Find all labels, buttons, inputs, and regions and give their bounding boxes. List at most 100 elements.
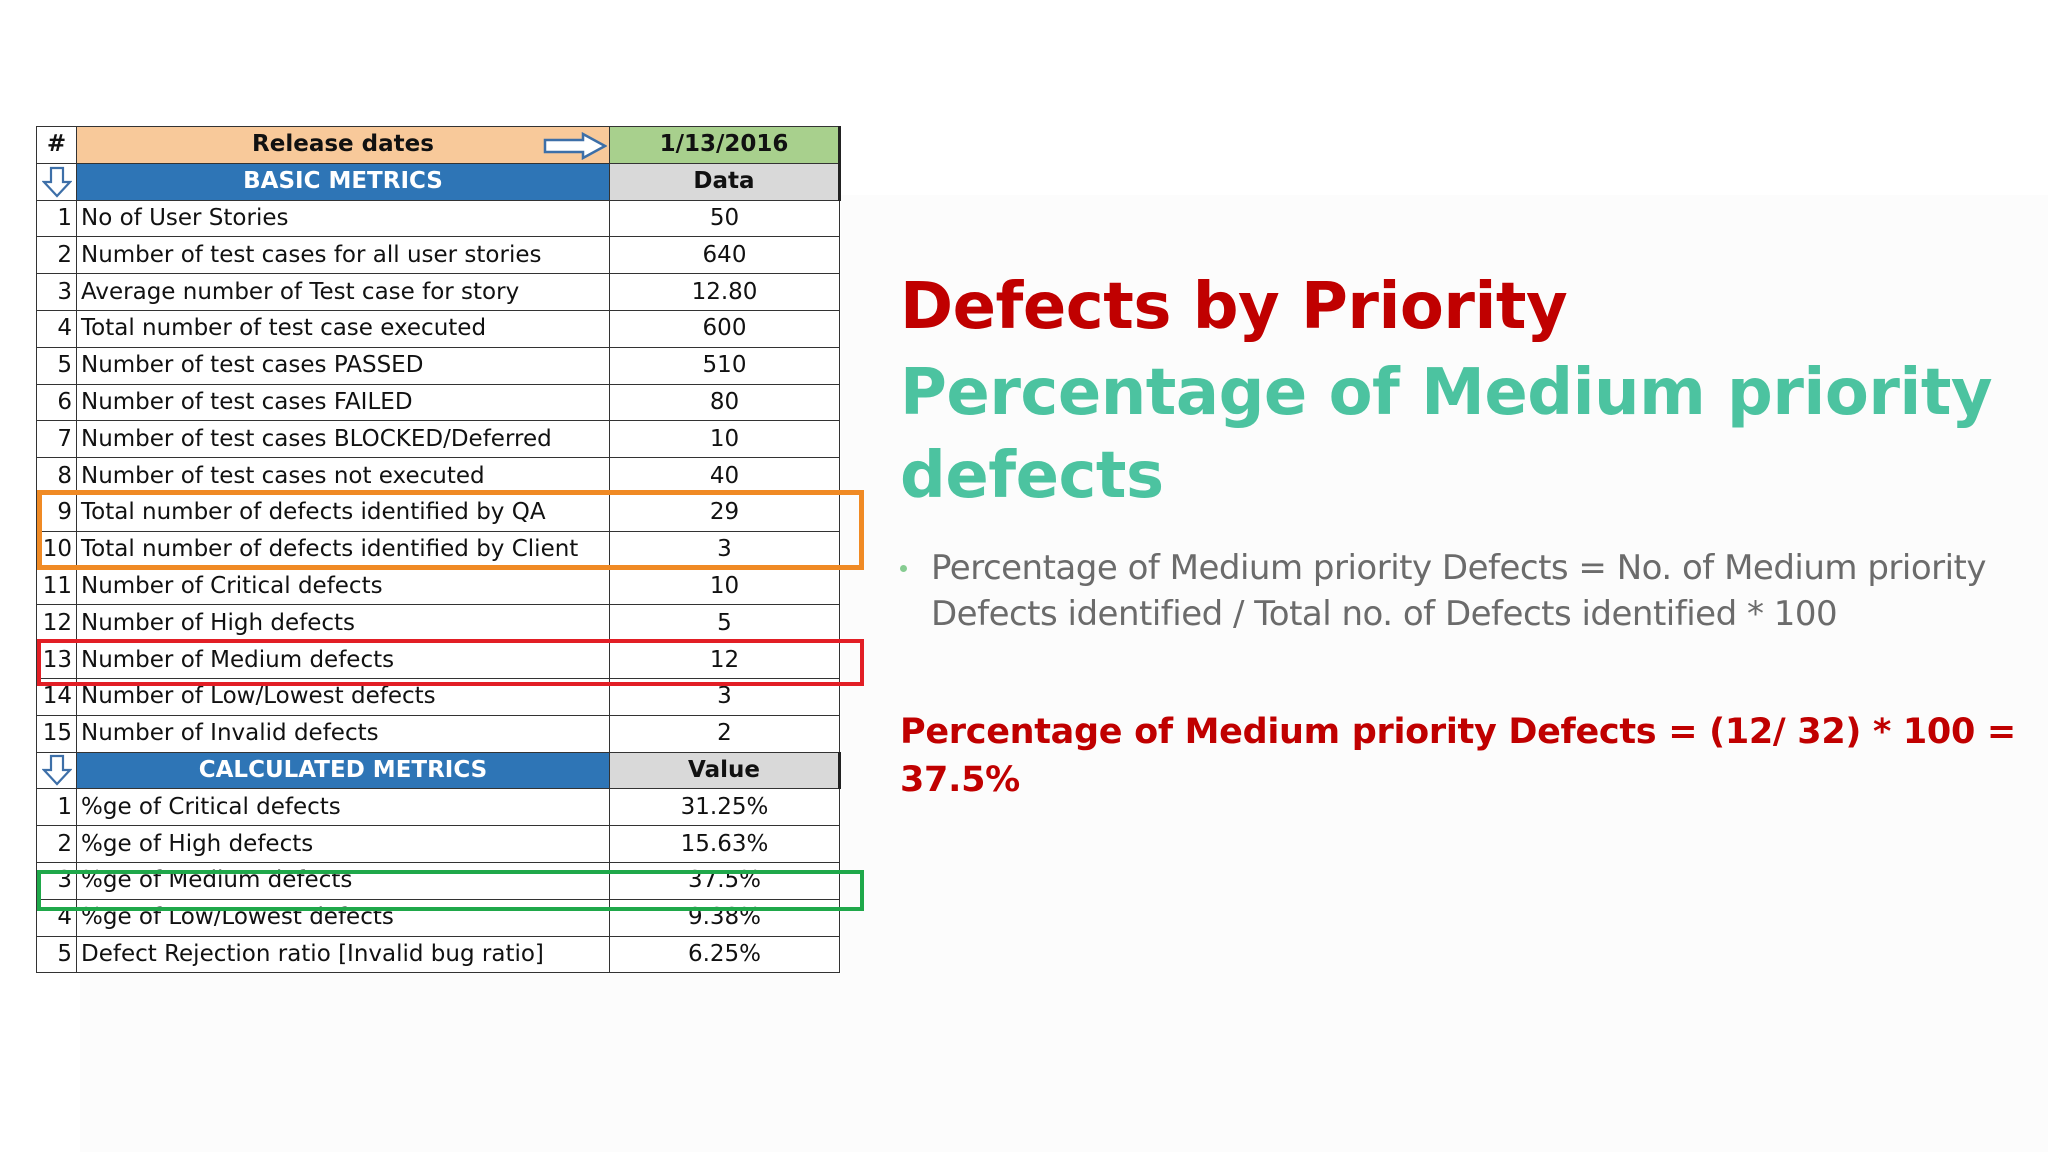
row-number: 1 xyxy=(36,199,77,238)
calc-row: 3 %ge of Medium defects 37.5% xyxy=(36,861,840,900)
basic-arrow-cell xyxy=(36,162,77,201)
down-arrow-icon xyxy=(41,166,72,198)
basic-row: 4 Total number of test case executed 600 xyxy=(36,309,840,348)
metric-value: 31.25% xyxy=(609,788,840,827)
basic-data-header: Data xyxy=(609,162,841,201)
calc-row: 4 %ge of Low/Lowest defects 9.38% xyxy=(36,898,840,937)
calc-row: 5 Defect Rejection ratio [Invalid bug rat… xyxy=(36,935,840,974)
row-number-header: # xyxy=(36,126,77,164)
row-number: 4 xyxy=(36,898,77,937)
row-number: 2 xyxy=(36,825,77,863)
metric-value: 12 xyxy=(609,641,840,679)
row-number: 5 xyxy=(36,935,77,974)
metric-label: %ge of Low/Lowest defects xyxy=(76,898,610,937)
metric-label: Number of Critical defects xyxy=(76,567,610,606)
basic-row: 6 Number of test cases FAILED 80 xyxy=(36,383,840,422)
metric-label: Defect Rejection ratio [Invalid bug rati… xyxy=(76,935,610,974)
metric-label: Number of Invalid defects xyxy=(76,714,610,753)
row-number: 8 xyxy=(36,457,77,495)
metric-label: Number of test cases for all user storie… xyxy=(76,236,610,275)
metrics-spreadsheet: # Release dates 1/13/2016 BASIC METRICS … xyxy=(36,126,841,974)
metric-label: No of User Stories xyxy=(76,199,610,238)
metric-value: 40 xyxy=(609,457,840,495)
release-dates-label: Release dates xyxy=(252,131,434,158)
basic-row: 5 Number of test cases PASSED 510 xyxy=(36,346,840,385)
release-date-value: 1/13/2016 xyxy=(609,126,841,164)
metric-label: Total number of defects identified by Cl… xyxy=(76,530,610,569)
row-number: 12 xyxy=(36,604,77,643)
release-dates-header: Release dates xyxy=(76,126,610,164)
row-number: 2 xyxy=(36,236,77,275)
metric-label: Total number of defects identified by QA xyxy=(76,493,610,532)
metric-value: 9.38% xyxy=(609,898,840,937)
metric-value: 510 xyxy=(609,346,840,385)
row-number: 9 xyxy=(36,493,77,532)
metric-value: 3 xyxy=(609,530,840,569)
metric-label: Number of test cases FAILED xyxy=(76,383,610,422)
slide-subtitle: Percentage of Medium priority defects xyxy=(900,356,1993,513)
row-number: 15 xyxy=(36,714,77,753)
metric-label: %ge of Medium defects xyxy=(76,861,610,900)
metric-value: 15.63% xyxy=(609,825,840,863)
metric-value: 50 xyxy=(609,199,840,238)
metric-label: Number of Low/Lowest defects xyxy=(76,677,610,716)
metric-label: %ge of High defects xyxy=(76,825,610,863)
basic-row: 10 Total number of defects identified by … xyxy=(36,530,840,569)
row-number: 3 xyxy=(36,273,77,311)
metric-label: Number of Medium defects xyxy=(76,641,610,679)
metric-value: 640 xyxy=(609,236,840,275)
metric-value: 600 xyxy=(609,309,840,348)
calc-row: 1 %ge of Critical defects 31.25% xyxy=(36,788,840,827)
metric-label: Number of High defects xyxy=(76,604,610,643)
basic-row: 8 Number of test cases not executed 40 xyxy=(36,457,840,495)
basic-row: 1 No of User Stories 50 xyxy=(36,199,840,238)
metric-value: 2 xyxy=(609,714,840,753)
basic-row: 14 Number of Low/Lowest defects 3 xyxy=(36,677,840,716)
basic-row: 11 Number of Critical defects 10 xyxy=(36,567,840,606)
slide-title: Defects by Priority xyxy=(900,270,1568,344)
metric-label: Average number of Test case for story xyxy=(76,273,610,311)
right-arrow-icon xyxy=(543,132,607,160)
formula-text: Percentage of Medium priority Defects = … xyxy=(931,548,1987,634)
calculated-metrics-title: CALCULATED METRICS xyxy=(76,751,610,790)
row-number: 4 xyxy=(36,309,77,348)
down-arrow-icon xyxy=(41,755,72,787)
metric-value: 10 xyxy=(609,567,840,606)
row-number: 13 xyxy=(36,641,77,679)
row-number: 3 xyxy=(36,861,77,900)
calc-row: 2 %ge of High defects 15.63% xyxy=(36,825,840,863)
metric-label: Number of test cases PASSED xyxy=(76,346,610,385)
basic-row: 15 Number of Invalid defects 2 xyxy=(36,714,840,753)
metric-value: 12.80 xyxy=(609,273,840,311)
release-header-row: # Release dates 1/13/2016 xyxy=(36,126,841,164)
metric-value: 37.5% xyxy=(609,861,840,900)
metric-label: Total number of test case executed xyxy=(76,309,610,348)
basic-row: 9 Total number of defects identified by Q… xyxy=(36,493,840,532)
metric-label: Number of test cases BLOCKED/Deferred xyxy=(76,420,610,459)
formula-bullet: Percentage of Medium priority Defects = … xyxy=(900,545,2040,637)
row-number: 6 xyxy=(36,383,77,422)
metric-label: %ge of Critical defects xyxy=(76,788,610,827)
calculated-metrics-header-row: CALCULATED METRICS Value xyxy=(36,751,841,790)
metric-value: 6.25% xyxy=(609,935,840,974)
basic-row: 2 Number of test cases for all user stori… xyxy=(36,236,840,275)
basic-row: 7 Number of test cases BLOCKED/Deferred 10 xyxy=(36,420,840,459)
basic-metrics-title: BASIC METRICS xyxy=(76,162,610,201)
metric-value: 10 xyxy=(609,420,840,459)
basic-metrics-header-row: BASIC METRICS Data xyxy=(36,162,841,201)
basic-row: 12 Number of High defects 5 xyxy=(36,604,840,643)
calc-value-header: Value xyxy=(609,751,841,790)
row-number: 14 xyxy=(36,677,77,716)
row-number: 11 xyxy=(36,567,77,606)
row-number: 1 xyxy=(36,788,77,827)
row-number: 10 xyxy=(36,530,77,569)
bullet-dot-icon xyxy=(900,565,907,572)
basic-row: 13 Number of Medium defects 12 xyxy=(36,641,840,679)
basic-row: 3 Average number of Test case for story 12… xyxy=(36,273,840,311)
metric-label: Number of test cases not executed xyxy=(76,457,610,495)
metric-value: 3 xyxy=(609,677,840,716)
row-number: 5 xyxy=(36,346,77,385)
metric-value: 80 xyxy=(609,383,840,422)
row-number: 7 xyxy=(36,420,77,459)
